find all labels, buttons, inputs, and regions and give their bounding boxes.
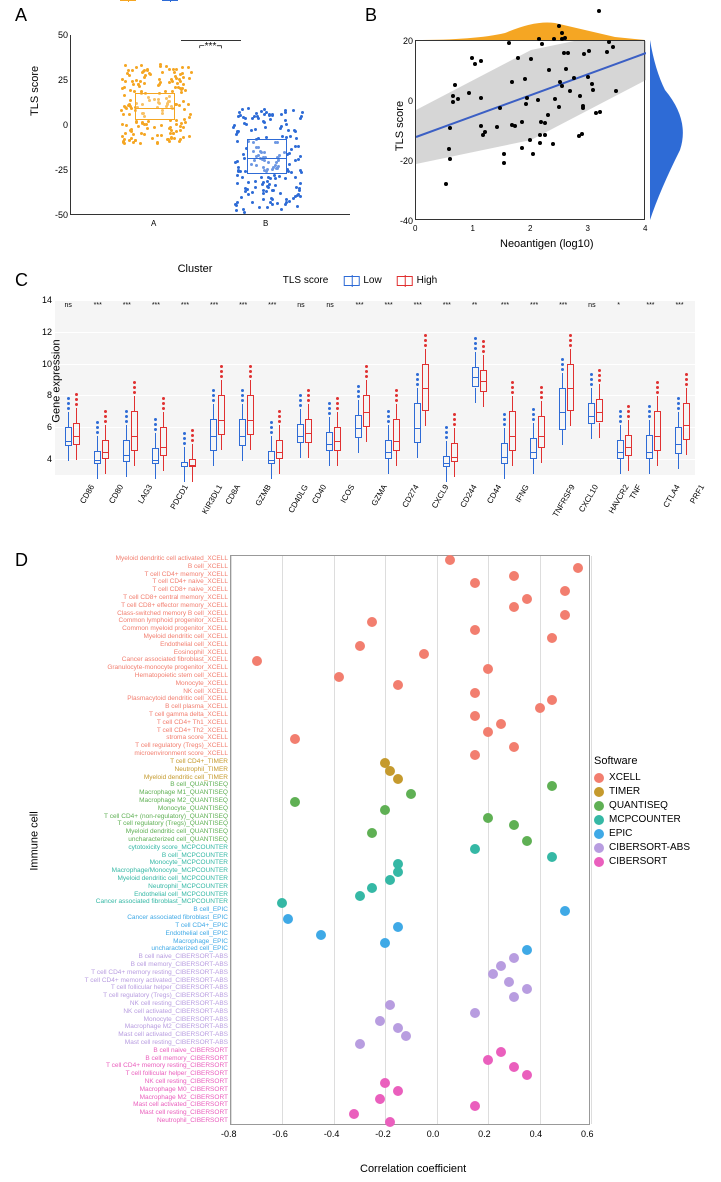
marginal-density-right: [650, 40, 695, 220]
panel-a-label: A: [15, 5, 27, 26]
y-axis-label: TLS score: [394, 101, 406, 151]
x-axis-label: Cluster: [178, 263, 213, 275]
panel-c-plot: 468101214nsCD86***CD80***LAG3***PDCD1***…: [55, 300, 695, 475]
panel-a-plot: ⌐***¬ -50-2502550AB: [70, 35, 350, 215]
x-axis-label: Correlation coefficient: [360, 1163, 466, 1175]
legend-low: Low: [363, 275, 381, 286]
marginal-density-top: [415, 15, 645, 40]
panel-d-plot: -0.8-0.6-0.4-0.20.00.20.40.6: [230, 555, 590, 1125]
legend-title: Software: [594, 755, 690, 767]
panel-b-plot: 01234-40-20020: [415, 40, 645, 220]
panel-b-label: B: [365, 5, 377, 26]
panel-c: TLS score Low High 468101214nsCD86***CD8…: [20, 275, 700, 535]
panel-a-legend: AB: [120, 0, 188, 1]
panel-c-legend: TLS score Low High: [283, 275, 438, 286]
legend-title: TLS score: [283, 275, 329, 286]
panel-b: 01234-40-20020 Neoantigen (log10) TLS sc…: [380, 10, 700, 270]
y-axis-label: Gene expression: [51, 339, 63, 422]
panel-a: AB ⌐***¬ -50-2502550AB TLS score Cluster: [40, 10, 350, 250]
legend-high: High: [417, 275, 438, 286]
figure-container: A AB ⌐***¬ -50-2502550AB TLS score Clust…: [0, 0, 721, 1182]
y-axis-label: TLS score: [29, 66, 41, 116]
x-axis-label: Neoantigen (log10): [500, 238, 594, 250]
sig-marker: ***: [205, 41, 217, 52]
panel-d: -0.8-0.6-0.4-0.20.00.20.40.6 Correlation…: [20, 555, 700, 1165]
panel-d-legend: Software XCELLTIMERQUANTISEQMCPCOUNTEREP…: [594, 755, 690, 870]
